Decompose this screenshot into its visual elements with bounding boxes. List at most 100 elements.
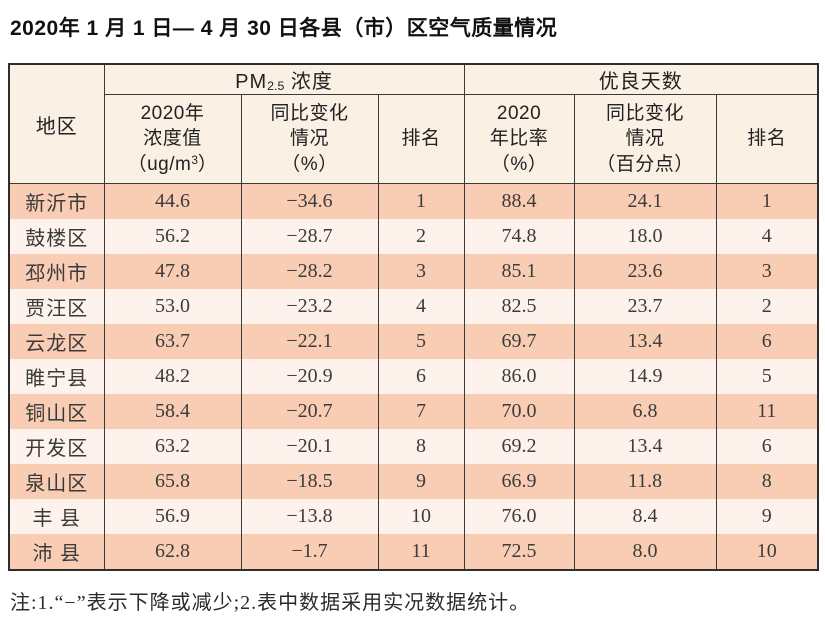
- good-days-ratio-cell: 74.8: [463, 219, 575, 254]
- header-columns-row: 2020年 浓度值 （ug/m3） 同比变化 情况 （%） 排名 2020 年比…: [9, 94, 819, 184]
- good-days-change-cell: 24.1: [573, 183, 717, 219]
- good-days-ratio-cell: 66.9: [463, 464, 575, 499]
- pm25-change-cell: −13.8: [240, 499, 379, 534]
- pm25-change-cell: −20.1: [240, 429, 379, 464]
- region-cell: 铜山区: [8, 394, 105, 429]
- pm25-change-cell: −28.7: [240, 219, 379, 254]
- table-header: 地区 PM2.5 浓度 优良天数 2020年 浓度值 （ug/m3） 同比变化 …: [8, 64, 819, 184]
- good-days-ratio-cell: 76.0: [463, 499, 575, 534]
- footnote: 注:1.“−”表示下降或减少;2.表中数据采用实况数据统计。: [10, 592, 531, 614]
- pm25-rank-cell: 6: [377, 359, 465, 394]
- pm25-change-cell: −20.7: [240, 394, 379, 429]
- table-row: 泉山区 65.8 −18.5 9 66.9 11.8 8: [8, 464, 819, 499]
- pm25-concentration-cell: 63.7: [103, 324, 242, 359]
- good-days-rank-cell: 6: [715, 429, 819, 464]
- good-days-ratio-cell: 88.4: [463, 183, 575, 219]
- good-days-change-cell: 13.4: [573, 324, 717, 359]
- pm25-concentration-cell: 47.8: [103, 254, 242, 289]
- pm25-rank-cell: 2: [377, 219, 465, 254]
- air-quality-table: 地区 PM2.5 浓度 优良天数 2020年 浓度值 （ug/m3） 同比变化 …: [8, 63, 820, 571]
- table-row: 邳州市 47.8 −28.2 3 85.1 23.6 3: [8, 254, 819, 289]
- pm25-change-cell: −18.5: [240, 464, 379, 499]
- table-row: 新沂市 44.6 −34.6 1 88.4 24.1 1: [8, 183, 819, 219]
- good-days-rank-cell: 8: [715, 464, 819, 499]
- table-row: 贾汪区 53.0 −23.2 4 82.5 23.7 2: [8, 289, 819, 324]
- good-days-change-cell: 18.0: [573, 219, 717, 254]
- pm25-change-cell: −20.9: [240, 359, 379, 394]
- header-pm25-group: PM2.5 浓度: [103, 64, 465, 95]
- region-cell: 贾汪区: [8, 289, 105, 324]
- pm25-concentration-cell: 56.9: [103, 499, 242, 534]
- good-days-change-cell: 14.9: [573, 359, 717, 394]
- concentration-unit: （ug/m3）: [128, 154, 218, 175]
- pm25-rank-cell: 9: [377, 464, 465, 499]
- good-days-rank-cell: 2: [715, 289, 819, 324]
- table-row: 铜山区 58.4 −20.7 7 70.0 6.8 11: [8, 394, 819, 429]
- pm25-rank-cell: 3: [377, 254, 465, 289]
- good-days-rank-cell: 6: [715, 324, 819, 359]
- good-days-ratio-cell: 70.0: [463, 394, 575, 429]
- pm25-subscript: 2.5: [267, 78, 285, 93]
- good-days-ratio-cell: 86.0: [463, 359, 575, 394]
- good-days-ratio-cell: 69.2: [463, 429, 575, 464]
- good-days-ratio-cell: 72.5: [463, 534, 575, 570]
- table-row: 丰 县 56.9 −13.8 10 76.0 8.4 9: [8, 499, 819, 534]
- header-group-row: 地区 PM2.5 浓度 优良天数: [8, 64, 819, 184]
- table-row: 鼓楼区 56.2 −28.7 2 74.8 18.0 4: [8, 219, 819, 254]
- pm25-rank-cell: 10: [377, 499, 465, 534]
- good-days-ratio-cell: 82.5: [463, 289, 575, 324]
- pm25-group-label-suffix: 浓度: [284, 71, 333, 93]
- pm25-concentration-cell: 48.2: [103, 359, 242, 394]
- pm25-concentration-cell: 63.2: [103, 429, 242, 464]
- header-concentration: 2020年 浓度值 （ug/m3）: [103, 94, 242, 184]
- good-days-change-cell: 23.7: [573, 289, 717, 324]
- pm25-group-label: PM: [235, 71, 268, 93]
- table-row: 云龙区 63.7 −22.1 5 69.7 13.4 6: [8, 324, 819, 359]
- good-days-change-cell: 11.8: [573, 464, 717, 499]
- page-title: 2020年 1 月 1 日— 4 月 30 日各县（市）区空气质量情况: [10, 17, 558, 40]
- good-days-rank-cell: 9: [715, 499, 819, 534]
- yoy-change-points-label: 同比变化 情况 （百分点）: [596, 103, 694, 175]
- pm25-concentration-cell: 65.8: [103, 464, 242, 499]
- region-cell: 泉山区: [8, 464, 105, 499]
- yoy-change-percent-label: 同比变化 情况 （%）: [270, 103, 349, 175]
- good-days-rank-cell: 1: [715, 183, 819, 219]
- good-days-rank-cell: 5: [715, 359, 819, 394]
- region-cell: 新沂市: [8, 183, 105, 219]
- pm25-rank-cell: 5: [377, 324, 465, 359]
- pm25-concentration-cell: 53.0: [103, 289, 242, 324]
- region-cell: 云龙区: [8, 324, 105, 359]
- pm25-concentration-cell: 58.4: [103, 394, 242, 429]
- good-days-change-cell: 23.6: [573, 254, 717, 289]
- good-days-ratio-cell: 69.7: [463, 324, 575, 359]
- pm25-rank-cell: 11: [377, 534, 465, 570]
- good-days-change-cell: 8.4: [573, 499, 717, 534]
- header-good-days-group: 优良天数: [463, 64, 819, 95]
- region-cell: 开发区: [8, 429, 105, 464]
- pm25-rank-cell: 1: [377, 183, 465, 219]
- pm25-rank-cell: 4: [377, 289, 465, 324]
- good-days-rank-cell: 10: [715, 534, 819, 570]
- header-ratio: 2020 年比率 （%）: [463, 94, 575, 184]
- region-cell: 睢宁县: [8, 359, 105, 394]
- pm25-change-cell: −22.1: [240, 324, 379, 359]
- good-days-rank-cell: 4: [715, 219, 819, 254]
- pm25-concentration-cell: 44.6: [103, 183, 242, 219]
- good-days-change-cell: 6.8: [573, 394, 717, 429]
- pm25-concentration-cell: 62.8: [103, 534, 242, 570]
- unit-prefix: （ug/m: [127, 153, 192, 175]
- pm25-rank-cell: 7: [377, 394, 465, 429]
- pm25-change-cell: −34.6: [240, 183, 379, 219]
- header-rank-pm25: 排名: [377, 94, 465, 184]
- good-days-change-cell: 8.0: [573, 534, 717, 570]
- header-region: 地区: [8, 64, 105, 184]
- concentration-label: 2020年 浓度值: [140, 103, 205, 150]
- region-cell: 沛 县: [8, 534, 105, 570]
- header-yoy-change-percent: 同比变化 情况 （%）: [240, 94, 379, 184]
- pm25-concentration-cell: 56.2: [103, 219, 242, 254]
- good-days-ratio-cell: 85.1: [463, 254, 575, 289]
- header-yoy-change-points: 同比变化 情况 （百分点）: [573, 94, 717, 184]
- table-row: 开发区 63.2 −20.1 8 69.2 13.4 6: [8, 429, 819, 464]
- pm25-change-cell: −28.2: [240, 254, 379, 289]
- unit-superscript: 3: [191, 153, 198, 167]
